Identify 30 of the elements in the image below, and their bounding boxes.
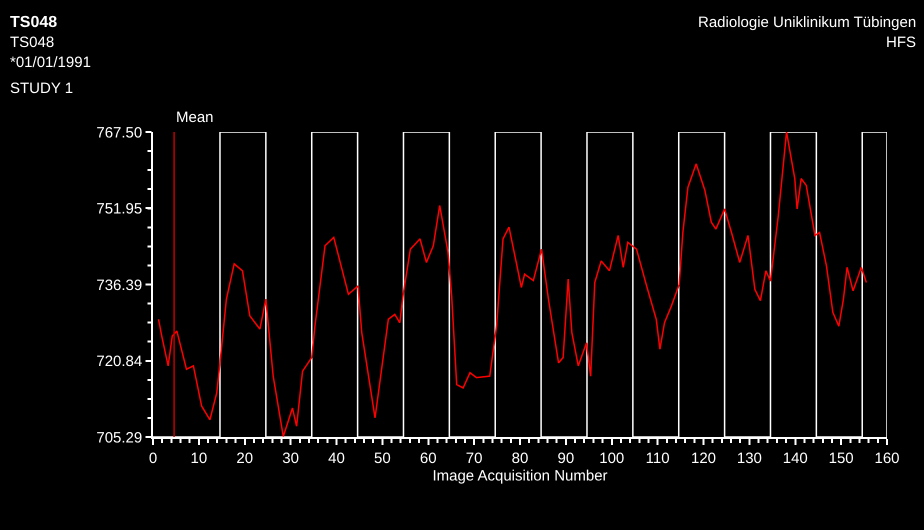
x-tick-label: 50 <box>374 450 391 467</box>
x-tick-label: 120 <box>690 450 716 467</box>
x-tick-label: 10 <box>190 450 208 467</box>
x-axis-title: Image Acquisition Number <box>432 467 608 484</box>
y-tick-label: 705.29 <box>96 429 142 446</box>
x-tick-label: 40 <box>328 450 345 467</box>
x-tick-label: 100 <box>599 450 624 467</box>
y-tick-label: 736.39 <box>96 276 142 294</box>
y-tick-label: 751.95 <box>96 200 142 218</box>
x-tick-label: 70 <box>466 450 482 467</box>
y-tick-label: 720.84 <box>96 353 142 370</box>
text: STUDY 1 <box>10 80 74 97</box>
text: Radiologie Uniklinikum Tübingen <box>698 14 916 31</box>
x-tick-label: 140 <box>782 450 808 467</box>
x-tick-label: 30 <box>282 450 299 467</box>
x-tick-label: 130 <box>736 450 762 467</box>
x-tick-label: 160 <box>874 450 900 467</box>
x-tick-label: 90 <box>558 450 574 467</box>
x-tick-label: 80 <box>512 450 528 467</box>
ref-line-label: Mean <box>176 109 214 126</box>
chart-title: TS048 <box>10 14 58 31</box>
x-tick-label: 150 <box>828 450 854 467</box>
text: HFS <box>886 34 916 51</box>
x-tick-label: 110 <box>646 450 670 467</box>
x-tick-label: 0 <box>148 450 158 467</box>
x-tick-label: 60 <box>420 450 437 467</box>
y-tick-label: 767.50 <box>96 124 142 142</box>
text: *01/01/1991 <box>10 54 91 71</box>
x-tick-label: 20 <box>236 450 254 467</box>
text: TS048 <box>10 34 54 51</box>
